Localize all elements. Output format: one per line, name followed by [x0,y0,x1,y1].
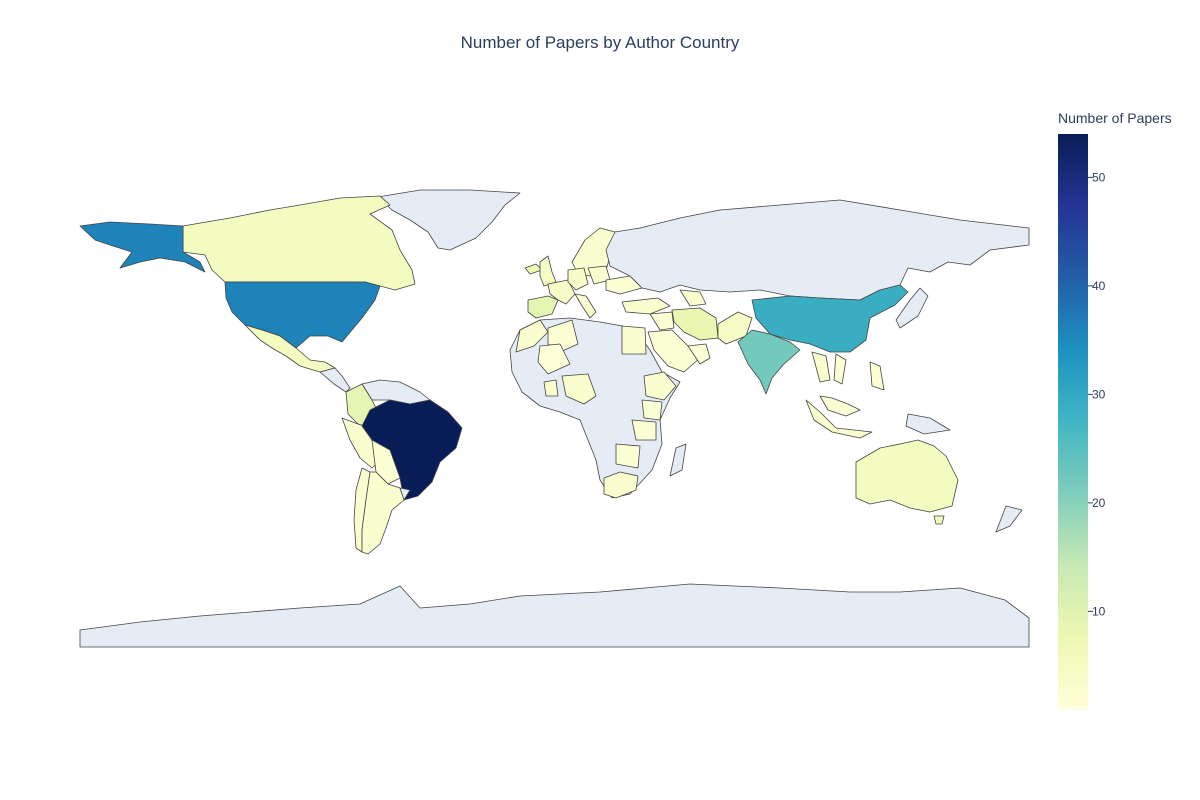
country-niger[interactable] [537,343,571,375]
country-italy[interactable] [574,293,597,319]
country-egypt[interactable] [621,325,647,355]
country-argentina[interactable] [361,471,405,555]
country-ethiopia[interactable] [643,371,677,401]
country-thailand[interactable] [811,351,831,383]
country-bolivia[interactable] [371,439,401,485]
country-philippines[interactable] [869,361,885,391]
country-saudi[interactable] [647,329,701,373]
country-malaysia[interactable] [819,395,861,417]
region-antarctica[interactable] [79,583,1030,648]
region-uruguay[interactable] [399,487,411,501]
colorbar-tick-label: 20 [1092,496,1106,510]
colorbar-ticks: 10 20 30 40 50 [1088,170,1106,618]
region-russia[interactable] [605,199,1030,301]
country-turkey[interactable] [621,297,671,315]
country-tasmania[interactable] [933,515,945,525]
country-oman[interactable] [687,343,711,365]
country-germany[interactable] [567,267,589,291]
colorbar-tick-label: 50 [1092,170,1106,184]
colorbar-title: Number of Papers [1058,110,1172,126]
country-canada[interactable] [182,195,416,291]
region-japan[interactable] [895,287,929,329]
country-iran[interactable] [671,307,719,341]
country-tanzania[interactable] [631,419,657,441]
country-west-africa[interactable] [543,379,559,397]
country-china[interactable] [751,284,909,353]
region-madagascar[interactable] [669,443,687,477]
country-alaska[interactable] [79,221,206,273]
country-ukraine[interactable] [605,275,643,295]
colorbar-tick-label: 10 [1092,604,1106,618]
country-australia[interactable] [855,439,959,513]
region-papua[interactable] [905,413,951,435]
chart-title: Number of Papers by Author Country [460,33,740,52]
country-uzbekistan[interactable] [679,289,707,307]
colorbar [1058,134,1088,709]
country-iraq[interactable] [649,311,675,331]
region-greenland[interactable] [377,189,521,251]
region-central-america[interactable] [319,367,351,393]
country-nigeria[interactable] [561,373,597,405]
country-vietnam[interactable] [833,353,847,385]
country-algeria[interactable] [547,319,579,353]
country-usa[interactable] [224,281,381,349]
country-south-africa[interactable] [603,471,639,499]
country-southern-africa[interactable] [615,443,641,469]
country-morocco[interactable] [515,319,549,353]
country-kenya[interactable] [641,399,663,421]
colorbar-tick-label: 40 [1092,279,1106,293]
land-masses [79,189,1030,648]
region-new-zealand[interactable] [995,505,1023,533]
colorbar-tick-label: 30 [1092,387,1106,401]
country-spain[interactable] [527,295,559,319]
country-indonesia[interactable] [805,399,873,439]
country-india[interactable] [737,329,801,395]
